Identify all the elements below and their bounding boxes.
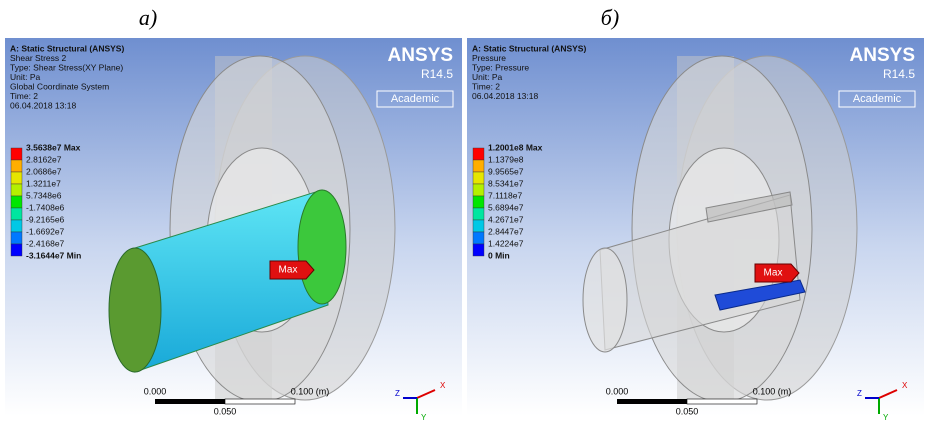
shaft-face — [109, 248, 161, 372]
legend-swatch — [11, 244, 22, 256]
shaft-end — [298, 190, 346, 304]
legend-label: 7.1118e7 — [488, 190, 522, 200]
legend-label: -9.2165e6 — [26, 214, 65, 224]
header-line: Type: Shear Stress(XY Plane) — [10, 62, 123, 72]
legend-label: 2.8447e7 — [488, 226, 524, 236]
panel: б) Max A: Static Structural (ANSYS)Pressur… — [467, 5, 924, 422]
legend-label: -2.4168e7 — [26, 238, 65, 248]
legend-label: -1.7408e6 — [26, 202, 65, 212]
scale-bar-dark — [155, 399, 225, 404]
legend-swatch — [473, 244, 484, 256]
legend-swatch — [11, 184, 22, 196]
header-line: Time: 2 — [472, 81, 500, 91]
legend-swatch — [473, 196, 484, 208]
legend-swatch — [473, 172, 484, 184]
header-line: 06.04.2018 13:18 — [10, 100, 76, 110]
legend-label: 4.2671e7 — [488, 214, 524, 224]
logo-version: R14.5 — [421, 67, 453, 81]
header-line: Type: Pressure — [472, 62, 529, 72]
legend-label: 2.0686e7 — [26, 166, 62, 176]
axis-z-label: Z — [857, 389, 862, 398]
legend-swatch — [473, 220, 484, 232]
scale-bar-light — [687, 399, 757, 404]
legend-label: -1.6692e7 — [26, 226, 65, 236]
legend-swatch — [473, 208, 484, 220]
axis-x-label: X — [902, 381, 908, 390]
header-line: Time: 2 — [10, 91, 38, 101]
scale-end: 0.100 (m) — [753, 386, 792, 396]
scale-end: 0.100 (m) — [291, 386, 330, 396]
page: а)MaxA: Static Structural (ANSYS)Shear S… — [0, 0, 952, 424]
panel: а) Max A: Static Structural (ANSYS)Shear S… — [5, 5, 462, 422]
legend-label: 5.7348e6 — [26, 190, 62, 200]
legend-label: -3.1644e7 Min — [26, 250, 81, 260]
legend-label: 1.4224e7 — [488, 238, 524, 248]
legend-swatch — [11, 196, 22, 208]
header-line: Unit: Pa — [472, 72, 503, 82]
max-label: Max — [764, 268, 783, 279]
logo-edition: Academic — [853, 93, 902, 105]
header-line: A: Static Structural (ANSYS) — [472, 43, 586, 53]
legend-label: 1.2001e8 Max — [488, 142, 543, 152]
legend-swatch — [11, 172, 22, 184]
axis-y-label: Y — [421, 413, 427, 422]
legend-swatch — [11, 232, 22, 244]
legend-swatch — [473, 184, 484, 196]
scale-start: 0.000 — [144, 386, 167, 396]
panel-label: а) — [139, 5, 157, 30]
header-line: Global Coordinate System — [10, 81, 109, 91]
header-line: Pressure — [472, 53, 506, 63]
scale-bar-dark — [617, 399, 687, 404]
legend-label: 0 Min — [488, 250, 510, 260]
header-line: Unit: Pa — [10, 72, 41, 82]
legend-label: 1.3211e7 — [26, 178, 61, 188]
logo-edition: Academic — [391, 93, 440, 105]
axis-z-label: Z — [395, 389, 400, 398]
legend-label: 5.6894e7 — [488, 202, 524, 212]
header-line: A: Static Structural (ANSYS) — [10, 43, 124, 53]
legend-label: 3.5638e7 Max — [26, 142, 81, 152]
legend-label: 9.9565e7 — [488, 166, 524, 176]
header-line: Shear Stress 2 — [10, 53, 66, 63]
legend-label: 1.1379e8 — [488, 154, 524, 164]
logo-version: R14.5 — [883, 67, 915, 81]
legend-label: 8.5341e7 — [488, 178, 524, 188]
legend-swatch — [11, 220, 22, 232]
header-line: 06.04.2018 13:18 — [472, 91, 538, 101]
screenshot: а)MaxA: Static Structural (ANSYS)Shear S… — [0, 0, 952, 424]
logo-name: ANSYS — [388, 45, 453, 66]
axis-x-label: X — [440, 381, 446, 390]
max-label: Max — [279, 265, 298, 276]
legend-swatch — [473, 232, 484, 244]
axis-y-label: Y — [883, 413, 889, 422]
legend-swatch — [11, 148, 22, 160]
scale-mid: 0.050 — [676, 406, 699, 416]
logo-name: ANSYS — [850, 45, 915, 66]
scale-bar-light — [225, 399, 295, 404]
legend-label: 2.8162e7 — [26, 154, 62, 164]
legend-swatch — [473, 148, 484, 160]
legend-swatch — [11, 208, 22, 220]
scale-mid: 0.050 — [214, 406, 237, 416]
legend-swatch — [473, 160, 484, 172]
legend-swatch — [11, 160, 22, 172]
shaft-face — [583, 248, 627, 352]
panel-label: б) — [601, 5, 619, 30]
scale-start: 0.000 — [606, 386, 629, 396]
